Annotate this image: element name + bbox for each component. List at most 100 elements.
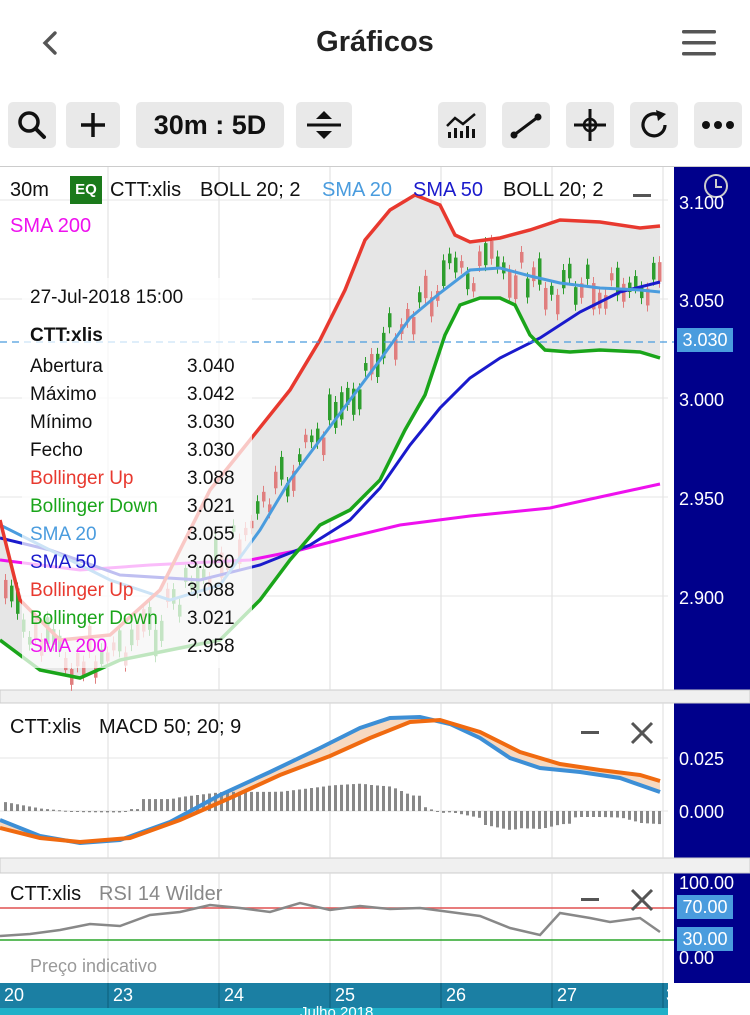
- macd-histogram-bar: [112, 811, 115, 813]
- back-chevron-icon[interactable]: [36, 28, 66, 58]
- clock-icon[interactable]: [704, 174, 728, 198]
- candle: [304, 434, 308, 443]
- macd-histogram-bar: [424, 807, 427, 811]
- add-study-button[interactable]: [66, 102, 120, 148]
- legend-value: 3.042: [187, 384, 235, 405]
- macd-histogram-bar: [526, 811, 529, 829]
- legend-row: Fecho 3.030: [30, 437, 235, 465]
- macd-histogram-bar: [472, 811, 475, 817]
- interval-label: 30m: [10, 179, 49, 201]
- legend-value: 3.021: [187, 608, 235, 629]
- macd-histogram-bar: [190, 795, 193, 811]
- candle: [646, 288, 650, 306]
- macd-histogram-bar: [550, 811, 553, 827]
- panel-divider-1[interactable]: [0, 689, 750, 704]
- crosshair-button[interactable]: [566, 102, 614, 148]
- hamburger-menu-icon[interactable]: [680, 28, 718, 58]
- macd-histogram-bar: [10, 803, 13, 811]
- candle: [622, 283, 626, 302]
- more-options-button[interactable]: [694, 102, 742, 148]
- macd-histogram-bar: [574, 811, 577, 818]
- legend-row: SMA 20 3.055: [30, 521, 235, 549]
- candle: [364, 363, 368, 371]
- macd-histogram-bar: [592, 811, 595, 817]
- candle: [418, 292, 422, 303]
- study-sma200-label[interactable]: SMA 200: [10, 215, 92, 237]
- legend-row: Bollinger Down 3.021: [30, 605, 235, 633]
- macd-histogram-bar: [244, 791, 247, 811]
- candle: [574, 287, 578, 305]
- legend-value: 3.030: [187, 440, 235, 461]
- macd-histogram-bar: [406, 793, 409, 811]
- study-sma50-label[interactable]: SMA 50: [413, 179, 484, 201]
- panel-divider-2[interactable]: [0, 857, 750, 874]
- macd-histogram-bar: [598, 811, 601, 817]
- minimize-icon[interactable]: [633, 194, 651, 197]
- macd-histogram-bar: [646, 811, 649, 824]
- macd-study-label[interactable]: MACD 50; 20; 9: [99, 716, 242, 738]
- macd-histogram-bar: [214, 792, 217, 811]
- macd-histogram-bar: [478, 811, 481, 818]
- candle: [604, 295, 608, 309]
- close-icon[interactable]: [627, 718, 657, 748]
- minimize-icon[interactable]: [581, 731, 599, 734]
- macd-histogram-bar: [634, 811, 637, 822]
- rsi-study-label[interactable]: RSI 14 Wilder: [99, 883, 223, 905]
- candle: [556, 294, 560, 315]
- candle: [352, 388, 356, 415]
- candle: [310, 435, 314, 443]
- macd-histogram-bar: [82, 811, 85, 813]
- candle: [388, 313, 392, 328]
- candle: [634, 276, 638, 288]
- candle: [580, 283, 584, 298]
- macd-histogram-bar: [394, 788, 397, 811]
- legend-label: SMA 50: [30, 552, 97, 573]
- legend-value: 3.088: [187, 580, 235, 601]
- refresh-button[interactable]: [630, 102, 678, 148]
- study-boll-label[interactable]: BOLL 20; 2: [200, 179, 301, 201]
- date-axis: [0, 983, 668, 1008]
- legend-label: Bollinger Up: [30, 580, 134, 601]
- macd-histogram-bar: [652, 811, 655, 824]
- candle: [334, 401, 338, 428]
- legend-label: SMA 200: [30, 636, 108, 657]
- candle: [478, 251, 482, 267]
- macd-histogram-bar: [520, 811, 523, 829]
- candle: [610, 273, 614, 281]
- candle: [520, 251, 524, 263]
- candle: [568, 263, 572, 279]
- close-icon[interactable]: [627, 885, 657, 915]
- macd-histogram-bar: [166, 799, 169, 811]
- chart-toolbar: 30m : 5D: [0, 86, 750, 167]
- macd-histogram-bar: [130, 809, 133, 811]
- candle: [412, 316, 416, 335]
- macd-histogram-bar: [382, 785, 385, 811]
- macd-histogram-bar: [538, 811, 541, 829]
- study-sma20-label[interactable]: SMA 20: [322, 179, 393, 201]
- macd-histogram-bar: [364, 784, 367, 811]
- macd-histogram-bar: [172, 798, 175, 811]
- legend-value: 2.958: [187, 636, 235, 657]
- macd-histogram-bar: [40, 808, 43, 811]
- trendline-button[interactable]: [502, 102, 550, 148]
- rsi-line: [0, 901, 661, 938]
- macd-histogram-bar: [310, 788, 313, 811]
- expand-button[interactable]: [296, 102, 352, 148]
- candle: [538, 258, 542, 285]
- candle: [454, 257, 458, 273]
- search-button[interactable]: [8, 102, 56, 148]
- legend-value: 3.055: [187, 524, 235, 545]
- chart-type-button[interactable]: [438, 102, 486, 148]
- macd-histogram-bar: [148, 799, 151, 811]
- macd-histogram-bar: [100, 811, 103, 813]
- minimize-icon[interactable]: [581, 898, 599, 901]
- legend-label: Máximo: [30, 384, 97, 405]
- candle: [394, 339, 398, 360]
- study-boll2-label[interactable]: BOLL 20; 2: [503, 179, 604, 201]
- macd-histogram-bar: [322, 786, 325, 811]
- candle: [628, 282, 632, 293]
- candle: [298, 454, 302, 462]
- macd-histogram-bar: [454, 811, 457, 813]
- macd-histogram-bar: [64, 810, 67, 812]
- timeframe-button[interactable]: 30m : 5D: [136, 102, 284, 148]
